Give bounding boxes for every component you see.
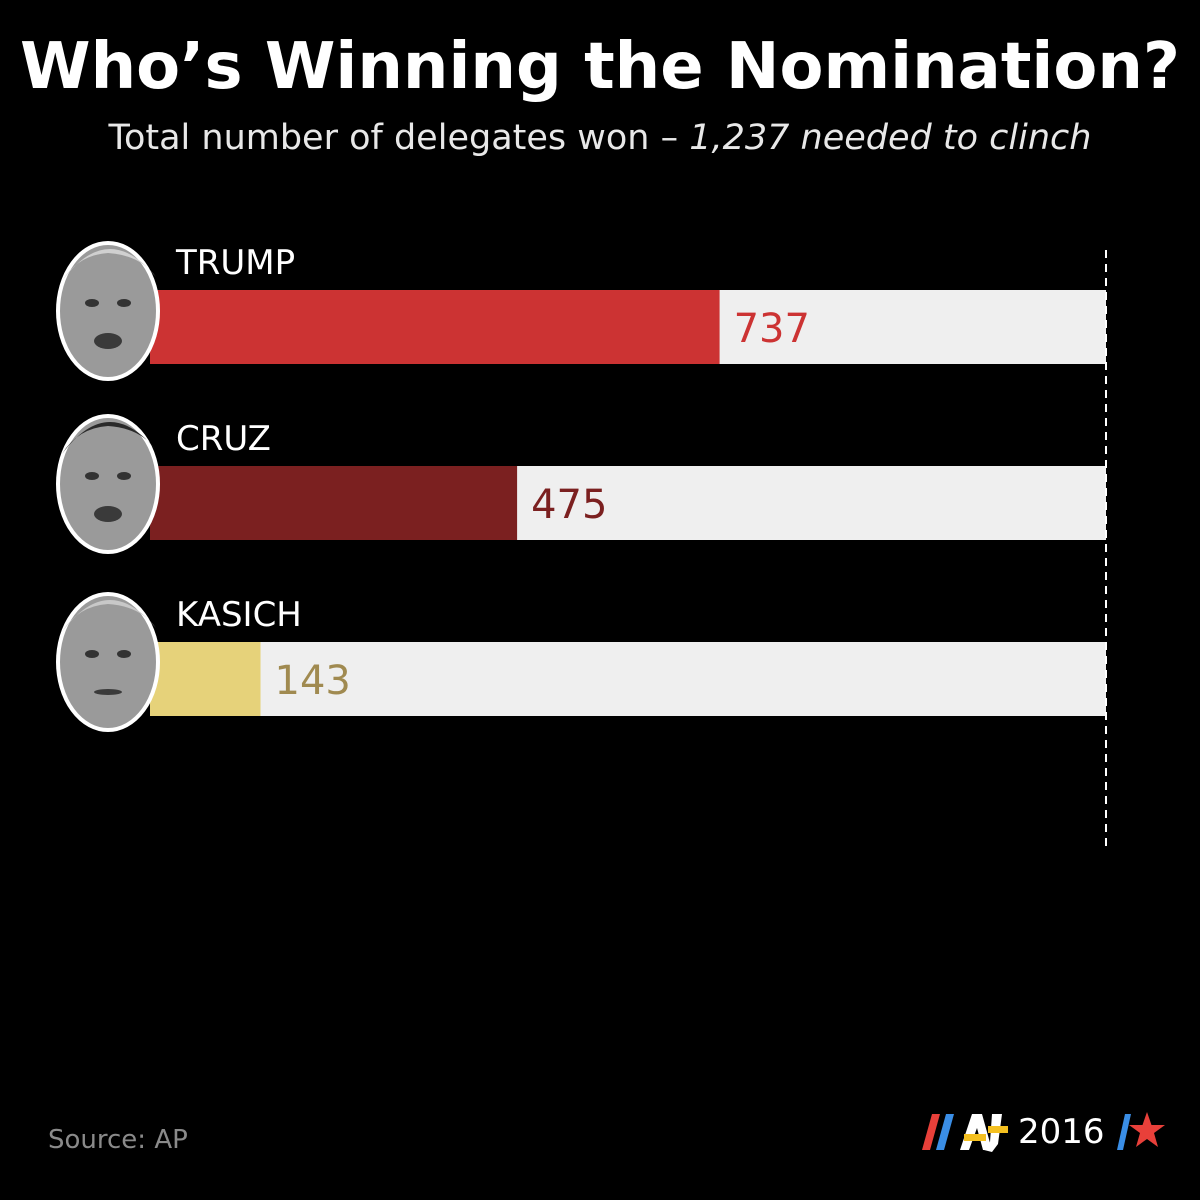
chart-subtitle: Total number of delegates won – 1,237 ne…: [0, 118, 1200, 158]
category-label-trump: TRUMP: [175, 243, 295, 283]
category-label-kasich: KASICH: [176, 595, 302, 635]
source-note: Source: AP: [48, 1125, 188, 1155]
candidate-photo-kasich-icon: [56, 592, 160, 732]
logo-slashes-icon: [922, 1114, 954, 1150]
candidate-photo-cruz-icon: [56, 414, 160, 554]
logo-star-icon: [1116, 1112, 1165, 1150]
bar-trump: [150, 290, 720, 364]
subtitle-main: Total number of delegates won –: [108, 118, 690, 158]
bar-cruz: [150, 466, 518, 540]
chart-title: Who’s Winning the Nomination?: [20, 30, 1180, 104]
aj-brand-mark-icon: [960, 1114, 1008, 1152]
category-label-cruz: CRUZ: [176, 419, 271, 459]
value-label-kasich: 143: [275, 658, 351, 704]
candidate-photo-trump-icon: [56, 241, 160, 381]
aj-2016-logo: 2016: [918, 1110, 1167, 1154]
value-label-cruz: 475: [531, 482, 607, 528]
logo-year: 2016: [1018, 1112, 1105, 1152]
subtitle-emphasis: 1,237 needed to clinch: [689, 118, 1092, 158]
bar-track-kasich: [150, 642, 1106, 716]
bar-kasich: [150, 642, 261, 716]
value-label-trump: 737: [734, 306, 810, 352]
